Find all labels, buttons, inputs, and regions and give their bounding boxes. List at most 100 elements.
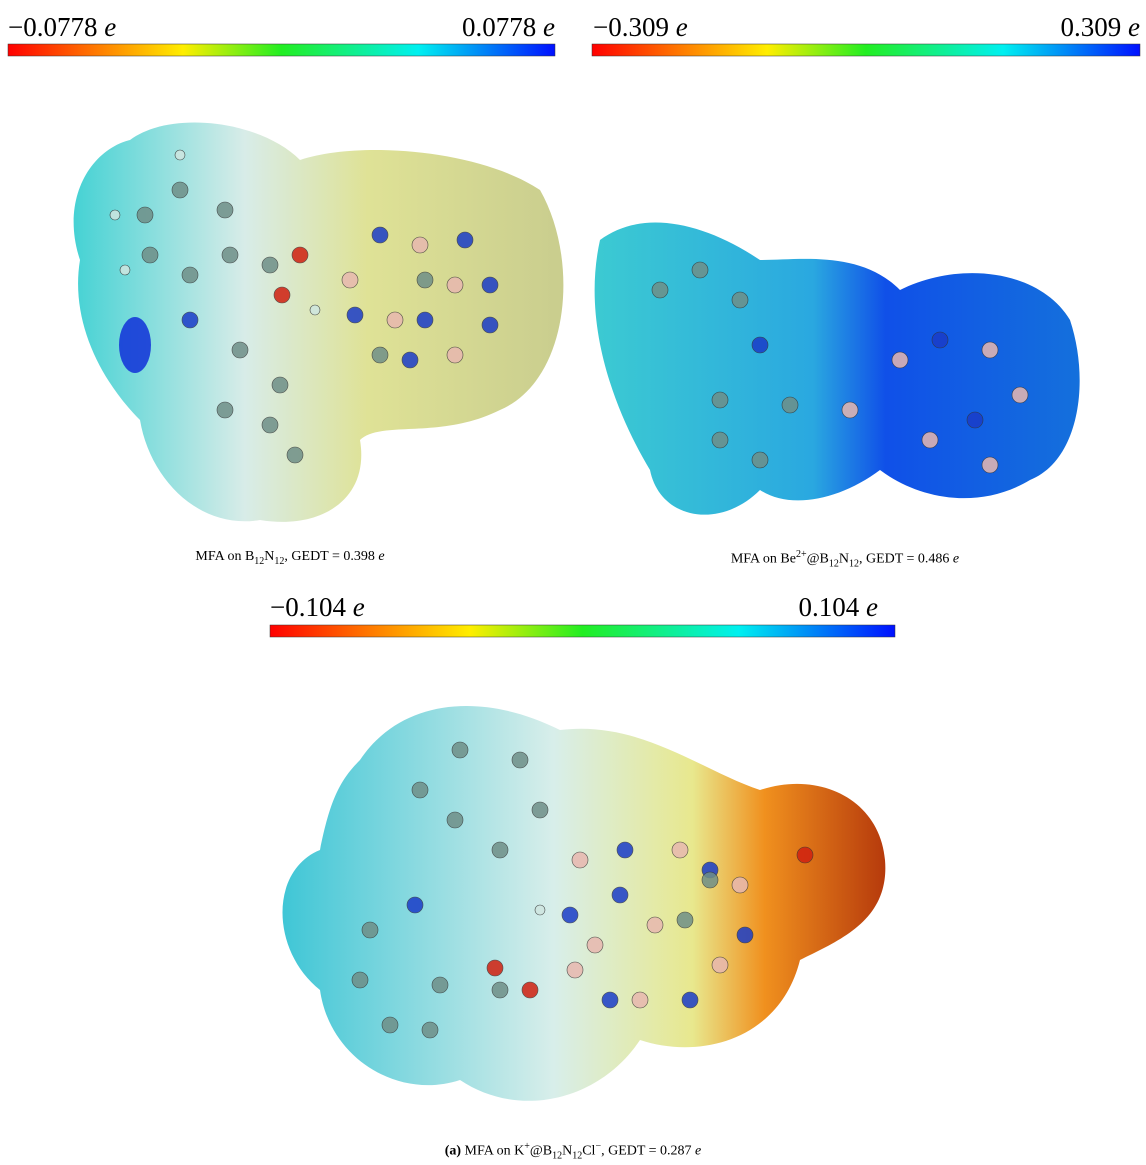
atom bbox=[182, 312, 198, 328]
atom bbox=[567, 962, 583, 978]
atom bbox=[142, 247, 158, 263]
value: −0.0778 bbox=[8, 12, 97, 42]
atom bbox=[752, 337, 768, 353]
atom bbox=[310, 305, 320, 315]
atom bbox=[217, 402, 233, 418]
subscript: 12 bbox=[552, 1150, 562, 1161]
atom bbox=[612, 887, 628, 903]
atom bbox=[492, 842, 508, 858]
colorbar bbox=[8, 44, 555, 56]
atom bbox=[342, 272, 358, 288]
atom bbox=[452, 742, 468, 758]
atom bbox=[967, 412, 983, 428]
atom bbox=[752, 452, 768, 468]
atom bbox=[535, 905, 545, 915]
atom bbox=[222, 247, 238, 263]
atom bbox=[647, 917, 663, 933]
unit: e bbox=[543, 12, 555, 42]
text: N bbox=[839, 552, 849, 567]
atom bbox=[732, 877, 748, 893]
atom bbox=[417, 272, 433, 288]
unit: e bbox=[353, 592, 365, 622]
atom bbox=[602, 992, 618, 1008]
atom bbox=[232, 342, 248, 358]
label: (a) bbox=[445, 1144, 461, 1159]
atom bbox=[217, 202, 233, 218]
atom bbox=[447, 347, 463, 363]
atom bbox=[522, 982, 538, 998]
atom bbox=[372, 227, 388, 243]
atom bbox=[274, 287, 290, 303]
atom bbox=[412, 782, 428, 798]
caption: (a) MFA on K+@B12N12Cl−, GEDT = 0.287 e bbox=[323, 1142, 823, 1161]
atom bbox=[422, 1022, 438, 1038]
atom bbox=[447, 812, 463, 828]
atom bbox=[712, 957, 728, 973]
atom bbox=[737, 927, 753, 943]
atom bbox=[922, 432, 938, 448]
atom bbox=[482, 317, 498, 333]
atom bbox=[982, 457, 998, 473]
atom bbox=[110, 210, 120, 220]
atom bbox=[382, 1017, 398, 1033]
text: , GEDT = 0.398 bbox=[284, 549, 378, 564]
atom bbox=[402, 352, 418, 368]
atom bbox=[712, 392, 728, 408]
atom bbox=[137, 207, 153, 223]
atom bbox=[492, 982, 508, 998]
value: 0.0778 bbox=[462, 12, 536, 42]
atom bbox=[387, 312, 403, 328]
atom bbox=[677, 912, 693, 928]
value: −0.104 bbox=[270, 592, 346, 622]
atom bbox=[272, 377, 288, 393]
atom bbox=[362, 922, 378, 938]
atom bbox=[572, 852, 588, 868]
subscript: 12 bbox=[829, 558, 839, 569]
atom bbox=[932, 332, 948, 348]
unit: e bbox=[676, 12, 688, 42]
superscript: 2+ bbox=[796, 549, 807, 560]
colorbar-max: 0.104 e bbox=[799, 594, 878, 621]
atom bbox=[782, 397, 798, 413]
atom bbox=[842, 402, 858, 418]
atom bbox=[372, 347, 388, 363]
colorbar bbox=[270, 625, 895, 637]
atom bbox=[692, 262, 708, 278]
text: MFA on B bbox=[195, 549, 254, 564]
atom bbox=[982, 342, 998, 358]
caption: MFA on B12N12, GEDT = 0.398 e bbox=[90, 550, 490, 567]
atom bbox=[702, 872, 718, 888]
colorbar-min: −0.0778 e bbox=[8, 14, 116, 41]
atom bbox=[347, 307, 363, 323]
atom bbox=[487, 960, 503, 976]
atom bbox=[292, 247, 308, 263]
colorbar-min: −0.104 e bbox=[270, 594, 365, 621]
text: , GEDT = 0.486 bbox=[859, 552, 953, 567]
text: N bbox=[264, 549, 274, 564]
atom bbox=[587, 937, 603, 953]
atom bbox=[457, 232, 473, 248]
atom bbox=[797, 847, 813, 863]
atom bbox=[632, 992, 648, 1008]
text: @B bbox=[530, 1144, 552, 1159]
atom bbox=[482, 277, 498, 293]
atom bbox=[1012, 387, 1028, 403]
value: −0.309 bbox=[593, 12, 669, 42]
atom bbox=[892, 352, 908, 368]
atom bbox=[682, 992, 698, 1008]
atom bbox=[175, 150, 185, 160]
unit: e bbox=[866, 592, 878, 622]
atom bbox=[432, 977, 448, 993]
subscript: 12 bbox=[572, 1150, 582, 1161]
figure-art bbox=[0, 0, 1146, 1165]
atom bbox=[412, 237, 428, 253]
surface bbox=[283, 706, 886, 1101]
atom bbox=[672, 842, 688, 858]
atom bbox=[617, 842, 633, 858]
atom bbox=[712, 432, 728, 448]
unit: e bbox=[695, 1144, 701, 1159]
subscript: 12 bbox=[254, 556, 264, 567]
atom bbox=[407, 897, 423, 913]
atom bbox=[262, 417, 278, 433]
surface-spot bbox=[119, 317, 151, 373]
